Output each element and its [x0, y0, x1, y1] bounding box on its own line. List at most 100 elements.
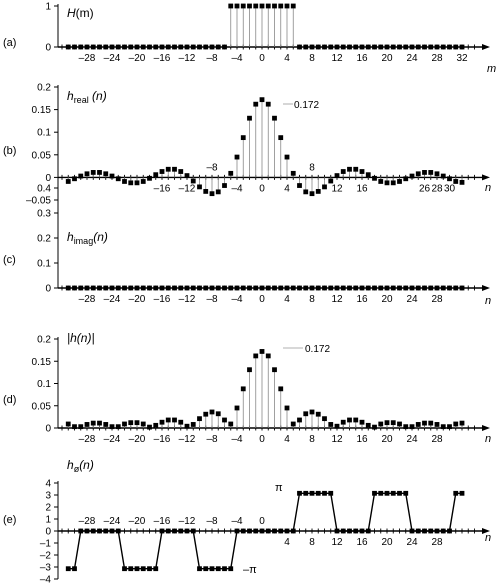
- data-point: [72, 424, 77, 430]
- data-point: [84, 422, 90, 427]
- data-point: [172, 44, 177, 50]
- data-point: [434, 422, 440, 427]
- data-point: [203, 411, 209, 417]
- data-point: [328, 490, 334, 496]
- data-point: [328, 178, 334, 184]
- data-point: [215, 44, 221, 50]
- x-tick-label: –4: [231, 434, 243, 445]
- data-point: [397, 421, 402, 427]
- x-tick-label: 30: [444, 183, 456, 194]
- x-tick-label: –12: [179, 294, 196, 305]
- x-tick-label: –8: [206, 294, 218, 305]
- data-point: [134, 44, 140, 50]
- data-point: [353, 417, 359, 423]
- x-tick-label: –8: [206, 162, 218, 173]
- data-point: [147, 175, 152, 181]
- y-tick-label: 0.4: [37, 184, 51, 195]
- x-tick-label: 24: [406, 294, 418, 305]
- data-point: [90, 285, 96, 291]
- data-point: [103, 44, 109, 50]
- y-tick-label: 0: [45, 284, 51, 295]
- x-tick-label: 8: [309, 434, 315, 445]
- data-point: [372, 424, 377, 430]
- data-point: [103, 171, 109, 177]
- x-tick-label: 16: [356, 537, 368, 548]
- data-point: [90, 528, 96, 534]
- data-point: [284, 528, 290, 534]
- panel-e-minus-pi-annotation: –π: [243, 564, 257, 576]
- data-point: [172, 417, 177, 423]
- x-tick-label: –12: [179, 434, 196, 445]
- data-point: [322, 490, 327, 496]
- data-point: [372, 175, 377, 181]
- data-point: [115, 285, 121, 291]
- data-point: [347, 528, 352, 534]
- data-point: [222, 566, 227, 572]
- x-tick-label: –12: [179, 516, 196, 527]
- data-point: [228, 285, 234, 291]
- data-point: [203, 566, 209, 572]
- data-point: [203, 44, 209, 50]
- data-point: [378, 179, 384, 184]
- data-point: [165, 166, 171, 172]
- data-point: [453, 490, 459, 496]
- x-tick-label: 16: [356, 183, 368, 194]
- data-point: [297, 44, 302, 50]
- data-point: [290, 528, 296, 534]
- data-point: [128, 44, 134, 50]
- data-point: [303, 285, 309, 291]
- data-point: [65, 566, 71, 572]
- data-point: [378, 490, 384, 496]
- data-point: [378, 421, 384, 427]
- data-point: [447, 176, 452, 182]
- data-point: [153, 422, 159, 428]
- data-point: [115, 424, 121, 430]
- data-point: [97, 285, 102, 291]
- data-point: [215, 189, 221, 195]
- panel-c: (c) himag(n) n 0.4 0.3 0.2 0.1 0 –28 –24 –20 –16…: [3, 184, 491, 308]
- data-point: [78, 528, 84, 534]
- data-point: [447, 285, 452, 291]
- data-point: [384, 285, 390, 291]
- x-axis-arrow: [482, 285, 490, 291]
- x-tick-label: –4: [231, 516, 243, 527]
- data-point: [259, 285, 265, 291]
- data-point: [128, 285, 134, 291]
- panel-b: (b) hreal (n) n 0.172 0.2 0.15 0.1 0.05 0 –0.…: [3, 83, 491, 207]
- data-point: [365, 422, 371, 428]
- data-point: [328, 285, 334, 291]
- data-point: [222, 417, 227, 423]
- x-axis-arrow: [482, 44, 490, 50]
- data-point: [322, 416, 327, 422]
- y-tick-label: 0.3: [37, 209, 51, 220]
- panel-e-ylabel: hø(n): [67, 458, 94, 474]
- data-point: [309, 191, 315, 197]
- y-tick-label: –0.05: [26, 196, 51, 207]
- data-point: [78, 285, 84, 291]
- data-point: [90, 420, 96, 426]
- data-point: [184, 44, 190, 50]
- data-point: [134, 420, 140, 426]
- data-point: [397, 179, 402, 184]
- y-tick-label: 3: [45, 491, 51, 502]
- y-tick-label: 0.2: [37, 335, 51, 346]
- x-tick-label: 8: [309, 537, 315, 548]
- data-point: [209, 285, 215, 291]
- x-tick-label: –16: [154, 183, 171, 194]
- data-point: [422, 420, 427, 426]
- data-point: [222, 183, 227, 188]
- x-tick-label: –16: [154, 516, 171, 527]
- data-point: [322, 184, 327, 190]
- data-point: [390, 44, 396, 50]
- x-tick-label: –24: [104, 434, 121, 445]
- data-point: [72, 176, 77, 182]
- data-point: [90, 44, 96, 50]
- data-point: [122, 566, 127, 572]
- data-point: [90, 170, 96, 175]
- data-point: [284, 3, 290, 9]
- panel-b-label: (b): [3, 145, 16, 157]
- x-tick-label: 0: [259, 53, 265, 64]
- x-tick-label: 16: [356, 53, 368, 64]
- data-point: [359, 528, 365, 534]
- data-point: [140, 421, 146, 427]
